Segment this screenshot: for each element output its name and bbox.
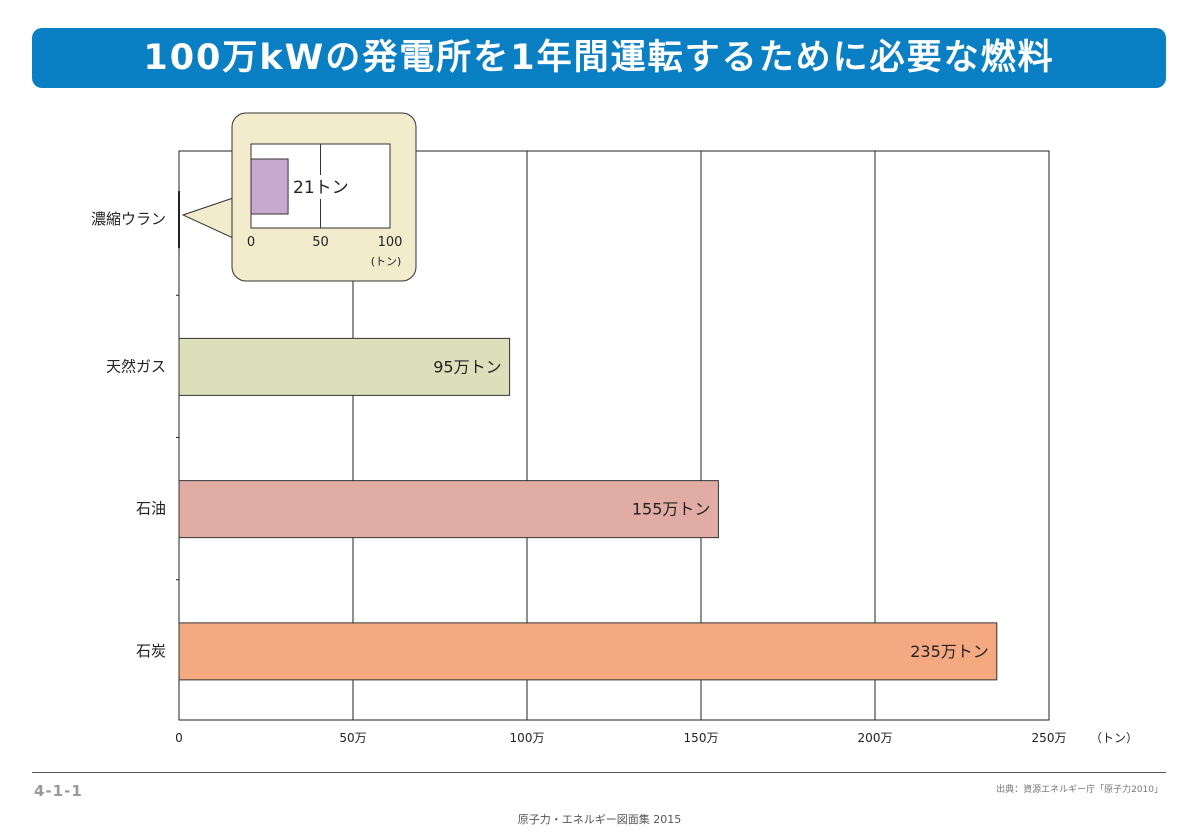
x-tick-label: 150万	[684, 731, 719, 745]
x-axis-label: （トン）	[1090, 731, 1138, 745]
category-label: 濃縮ウラン	[91, 210, 166, 228]
inset-tick-label: 0	[247, 235, 255, 250]
inset-label-bg	[293, 175, 355, 199]
inset-bar	[250, 158, 289, 215]
x-tick-label: 0	[175, 731, 183, 745]
bar	[178, 480, 719, 539]
category-label: 石炭	[136, 642, 166, 660]
bar-value-label: 235万トン	[910, 642, 989, 661]
bar	[178, 337, 511, 396]
category-label: 石油	[136, 500, 166, 518]
page-title: 100万kWの発電所を1年間運転するために必要な燃料	[32, 28, 1166, 88]
inset-value-label: 21トン	[293, 178, 349, 198]
bar-value-label: 155万トン	[632, 500, 711, 519]
category-label: 天然ガス	[106, 357, 166, 375]
source-note: 出典：資源エネルギー庁「原子力2010」	[996, 785, 1163, 795]
inset-tick-label: 100	[378, 235, 403, 250]
book-title: 原子力・エネルギー図面集 2015	[517, 813, 682, 826]
bar-value-label: 95万トン	[433, 357, 501, 376]
x-tick-label: 200万	[858, 731, 893, 745]
x-tick-label: 50万	[339, 731, 366, 745]
page-number: 4-1-1	[34, 782, 83, 800]
footer-divider	[32, 772, 1166, 773]
bar	[178, 622, 998, 681]
callout-joint	[232, 199, 235, 237]
x-tick-label: 250万	[1032, 731, 1067, 745]
inset-tick-label: 50	[312, 235, 329, 250]
inset-unit-label: (トン)	[371, 255, 402, 268]
x-tick-label: 100万	[510, 731, 545, 745]
